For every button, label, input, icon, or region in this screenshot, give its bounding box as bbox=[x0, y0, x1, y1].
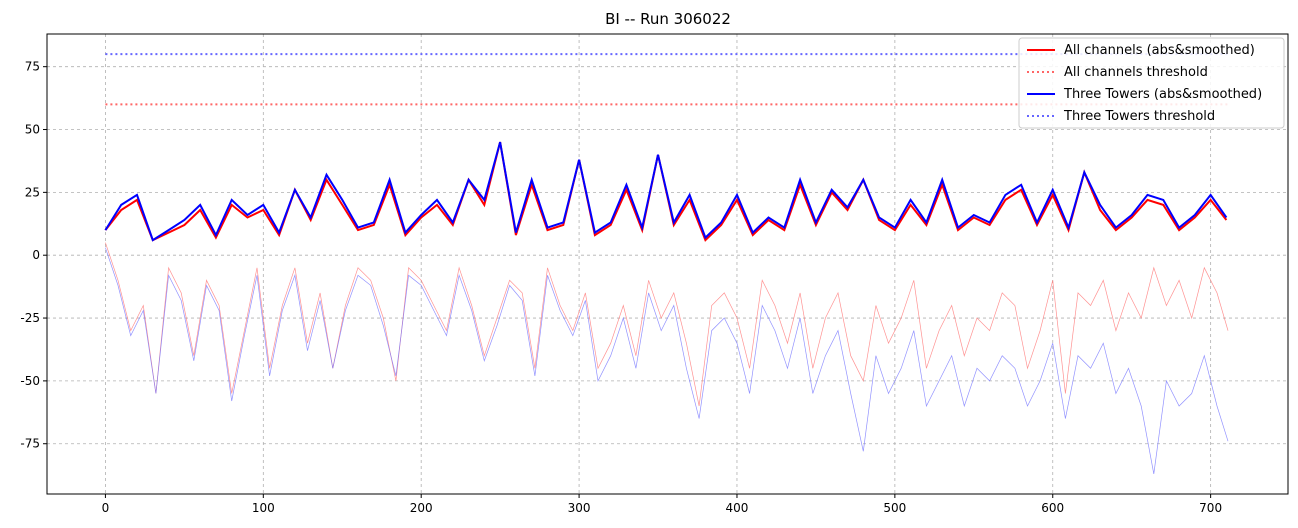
legend-label-three-towers-threshold: Three Towers threshold bbox=[1063, 109, 1215, 124]
legend-label-all-channels-threshold: All channels threshold bbox=[1064, 65, 1208, 80]
x-tick-label: 300 bbox=[568, 501, 591, 515]
axes-frame bbox=[46, 33, 1289, 495]
chart-title: BI -- Run 306022 bbox=[605, 10, 731, 28]
y-tick-label: -50 bbox=[20, 374, 40, 388]
series-line-three-towers bbox=[104, 141, 1228, 242]
x-tick-label: 100 bbox=[252, 501, 275, 515]
y-tick-label: 0 bbox=[32, 248, 40, 262]
x-tick-label: 700 bbox=[1199, 501, 1222, 515]
x-tick-label: 500 bbox=[883, 501, 906, 515]
y-tick-label: 25 bbox=[25, 185, 40, 199]
x-tick-label: 200 bbox=[410, 501, 433, 515]
axis-ticks: 0 100 200 300 400 500 600 700 -75 -50 -25 0 25 50 75 bbox=[20, 60, 1222, 515]
y-tick-label: 75 bbox=[25, 60, 40, 74]
legend-label-all-channels: All channels (abs&smoothed) bbox=[1064, 43, 1255, 58]
y-tick-label: -25 bbox=[20, 311, 40, 325]
series-line-all-channels-raw bbox=[105, 242, 1229, 407]
series-line-three-towers-raw bbox=[105, 247, 1229, 474]
x-tick-label: 0 bbox=[102, 501, 110, 515]
y-tick-label: 50 bbox=[25, 123, 40, 137]
y-tick-label: -75 bbox=[20, 437, 40, 451]
legend-box bbox=[1018, 37, 1285, 129]
legend-label-three-towers: Three Towers (abs&smoothed) bbox=[1063, 87, 1262, 102]
x-tick-label: 400 bbox=[726, 501, 749, 515]
legend: All channels (abs&smoothed) All channels… bbox=[1018, 37, 1285, 129]
x-tick-label: 600 bbox=[1041, 501, 1064, 515]
